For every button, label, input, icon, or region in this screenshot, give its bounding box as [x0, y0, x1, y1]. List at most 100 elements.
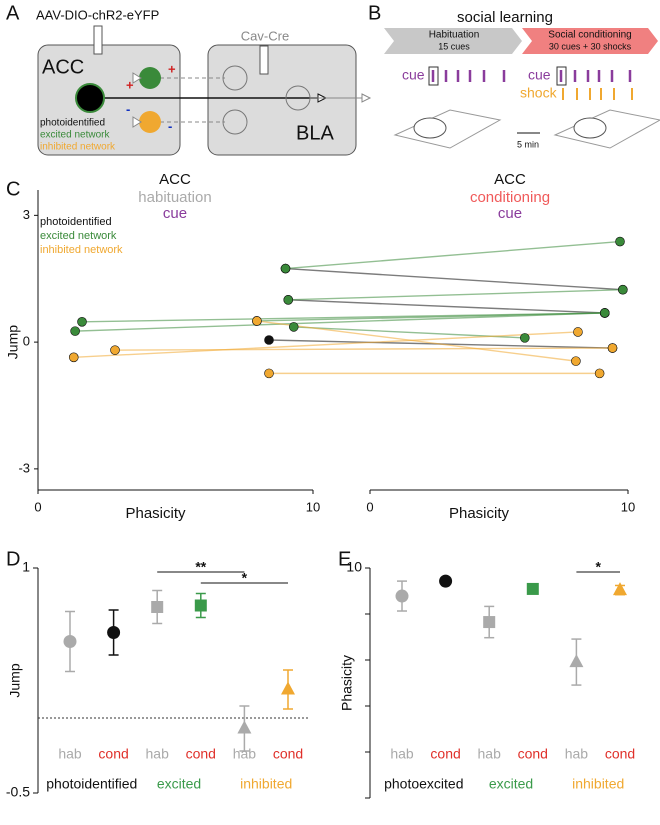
- panel-letter: A: [6, 2, 20, 24]
- conditioning-point: [607, 343, 618, 353]
- y-axis-label: Jump: [5, 325, 21, 359]
- mouse-sketch: [393, 109, 660, 149]
- x-tick-label: 0: [366, 499, 373, 514]
- region-label: BLA: [296, 122, 334, 144]
- region-label: ACC: [42, 56, 84, 78]
- sign: +: [126, 77, 134, 92]
- phase-arrow: [522, 28, 658, 54]
- habituation-point: [264, 368, 274, 379]
- bla-neuron: [222, 109, 248, 135]
- conditioning-point: [594, 368, 605, 379]
- panel-letter: C: [6, 178, 20, 200]
- x-tick-label: 0: [34, 499, 41, 514]
- neuron-trajectory: [256, 320, 576, 362]
- sign: +: [168, 61, 176, 76]
- group-label: inhibited: [240, 776, 292, 792]
- conditioning-point: [519, 333, 530, 343]
- y-axis-label: Jump: [7, 663, 23, 697]
- axon-terminal: [361, 93, 372, 103]
- mean-marker: [63, 635, 77, 648]
- habituation-point: [283, 295, 294, 305]
- conditioning-point: [573, 327, 583, 337]
- panel-title: social learning: [457, 9, 553, 26]
- injection-pipette: [93, 25, 103, 55]
- legend-label: inhibited network: [40, 244, 123, 256]
- category-label: cond: [430, 746, 460, 762]
- category-label: hab: [478, 746, 502, 762]
- mean-marker: [281, 681, 295, 695]
- x-axis-label: Phasicity: [125, 505, 186, 522]
- phase-label: Habituation: [429, 30, 480, 41]
- phase-detail: 15 cues: [438, 41, 470, 51]
- shock-ticks: [562, 88, 633, 100]
- legend-label: inhibited network: [40, 142, 116, 153]
- habituation-point: [68, 352, 79, 363]
- x-tick-label: 10: [621, 499, 635, 514]
- category-label: cond: [605, 746, 635, 762]
- scale-label: 5 min: [517, 139, 539, 149]
- cue-label: cue: [402, 67, 425, 83]
- phase-detail: 30 cues + 30 shocks: [549, 41, 632, 51]
- cue-ticks: [428, 66, 632, 86]
- mean-marker: [613, 582, 627, 596]
- category-label: hab: [146, 746, 170, 762]
- panel-title: ACC: [494, 171, 526, 188]
- group-label: photoexcited: [384, 776, 463, 792]
- panel-letter: D: [6, 548, 20, 570]
- panel-letter: B: [368, 2, 381, 24]
- legend-label: photoidentified: [40, 216, 112, 228]
- habituation-point: [264, 335, 274, 345]
- category-label: hab: [390, 746, 414, 762]
- mean-marker: [151, 601, 164, 613]
- conditioning-point: [618, 284, 628, 295]
- conditioning-point: [615, 236, 625, 247]
- legend-label: excited network: [40, 130, 110, 141]
- habituation-point: [252, 316, 262, 326]
- y-tick-label: -0.5: [6, 784, 30, 800]
- legend-label: excited network: [40, 230, 117, 242]
- habituation-point: [70, 326, 80, 336]
- category-label: hab: [233, 746, 257, 762]
- shock-label: shock: [520, 85, 558, 101]
- category-label: cond: [518, 746, 548, 762]
- panel-title: ACC: [159, 171, 191, 188]
- conditioning-point: [571, 356, 581, 366]
- y-tick-label: 0: [23, 334, 30, 349]
- neuron-trajectory: [285, 240, 621, 270]
- neuron-trajectory: [114, 347, 613, 351]
- bla-neuron: [285, 85, 311, 111]
- habituation-point: [280, 263, 291, 274]
- category-label: hab: [565, 746, 589, 762]
- mean-marker: [107, 626, 121, 639]
- condition-label: conditioning: [470, 189, 550, 206]
- y-axis-label: Phasicity: [339, 655, 355, 711]
- group-label: excited: [489, 776, 533, 792]
- condition-label: habituation: [138, 189, 211, 206]
- mean-marker: [569, 654, 584, 668]
- legend-label: photoidentified: [40, 118, 105, 129]
- category-label: hab: [58, 746, 82, 762]
- sign: -: [126, 101, 130, 116]
- phase-label: Social conditioning: [548, 30, 631, 41]
- neuron-trajectory: [285, 267, 623, 291]
- significance-label: *: [595, 559, 601, 575]
- bla-neuron: [222, 65, 248, 91]
- panel-letter: E: [338, 548, 351, 570]
- x-axis-label: Phasicity: [449, 505, 510, 522]
- habituation-point: [288, 322, 299, 332]
- x-tick-label: 10: [306, 499, 320, 514]
- sign: -: [168, 118, 172, 133]
- driver-label: Cav-Cre: [241, 28, 289, 43]
- stimulus-label: cue: [498, 205, 522, 222]
- neuron-trajectory: [288, 299, 605, 314]
- conditioning-point: [599, 308, 610, 318]
- injection-pipette: [259, 45, 269, 75]
- significance-label: *: [242, 570, 248, 586]
- synapse: [132, 116, 142, 128]
- stimulus-label: cue: [163, 205, 187, 222]
- group-label: inhibited: [572, 776, 624, 792]
- bla-box: [207, 44, 357, 156]
- category-label: cond: [186, 746, 216, 762]
- habituation-point: [110, 345, 120, 355]
